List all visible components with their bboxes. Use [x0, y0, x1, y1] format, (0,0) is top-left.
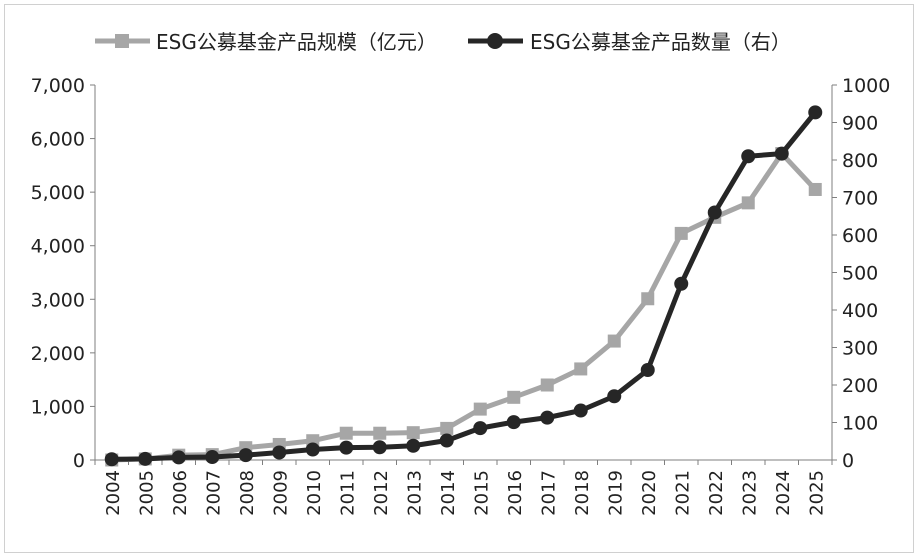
data-point-scale: [607, 334, 621, 348]
y-left-tick-label: 5,000: [31, 182, 85, 204]
data-point-count: [305, 442, 320, 457]
legend: ESG公募基金产品规模（亿元） ESG公募基金产品数量（右）: [95, 30, 791, 54]
x-tick-label: 2024: [773, 470, 794, 516]
data-point-count: [774, 146, 789, 161]
y-left-tick-label: 2,000: [31, 343, 85, 365]
y-right-tick-label: 700: [842, 188, 878, 210]
x-tick-label: 2015: [471, 470, 492, 516]
y-right-tick-label: 400: [842, 300, 878, 322]
y-right-tick-label: 1000: [842, 75, 890, 97]
data-point-count: [607, 389, 622, 404]
data-point-count: [640, 363, 655, 377]
x-tick-label: 2014: [438, 470, 459, 516]
data-point-scale: [373, 426, 387, 440]
data-point-count: [238, 448, 253, 463]
x-tick-label: 2020: [639, 470, 660, 516]
data-point-count: [372, 440, 387, 455]
x-tick-label: 2021: [672, 470, 693, 516]
legend-label-scale: ESG公募基金产品规模（亿元）: [156, 30, 437, 54]
y-left-tick-label: 4,000: [31, 236, 85, 258]
y-right-tick-label: 200: [842, 375, 878, 397]
y-left-tick-label: 7,000: [31, 75, 85, 97]
x-tick-label: 2006: [170, 470, 191, 516]
data-point-scale: [507, 390, 521, 404]
data-point-scale: [741, 196, 755, 210]
data-point-count: [741, 149, 756, 164]
x-tick-label: 2009: [270, 470, 291, 516]
y-right-tick-label: 100: [842, 413, 878, 435]
data-point-count: [104, 452, 119, 467]
y-left-tick-label: 3,000: [31, 289, 85, 311]
data-point-scale: [574, 362, 588, 376]
data-point-count: [339, 440, 354, 455]
y-left-tick-label: 0: [73, 450, 85, 472]
data-point-count: [573, 403, 588, 418]
x-tick-label: 2025: [806, 470, 827, 516]
x-tick-label: 2005: [136, 470, 157, 516]
data-point-count: [439, 433, 454, 448]
series-1: [104, 105, 823, 467]
legend-marker-count: [487, 33, 503, 49]
x-tick-label: 2022: [706, 470, 727, 516]
data-point-count: [205, 450, 220, 464]
legend-item-scale: ESG公募基金产品规模（亿元）: [95, 30, 437, 54]
data-point-scale: [406, 426, 420, 440]
data-point-count: [808, 105, 823, 120]
y-right-tick-label: 600: [842, 225, 878, 247]
data-point-scale: [641, 292, 655, 306]
series-line-0: [111, 151, 818, 463]
x-tick-label: 2010: [304, 470, 325, 516]
y-left-tick-label: 6,000: [31, 129, 85, 151]
y-right-tick-label: 0: [842, 450, 854, 472]
legend-marker-scale: [115, 34, 129, 48]
data-point-count: [473, 421, 488, 436]
data-point-count: [138, 451, 153, 466]
x-tick-label: 2008: [237, 470, 258, 516]
y-right-tick-label: 300: [842, 338, 878, 360]
data-point-count: [171, 450, 186, 465]
x-tick-label: 2018: [572, 470, 593, 516]
data-point-scale: [674, 226, 688, 240]
x-tick-label: 2012: [371, 470, 392, 516]
axes: 0 1,000 2,000 3,000 4,000 5,000 6,000 7,000 0 100…: [31, 75, 891, 516]
legend-item-count: ESG公募基金产品数量（右）: [468, 30, 791, 54]
x-tick-label: 2011: [337, 470, 358, 516]
data-point-count: [406, 438, 421, 453]
y-left-tick-label: 1,000: [31, 396, 85, 418]
x-tick-label: 2013: [404, 470, 425, 516]
x-tick-label: 2004: [103, 470, 124, 516]
series-layer: [104, 105, 823, 467]
x-tick-label: 2023: [739, 470, 760, 516]
data-point-count: [540, 410, 555, 425]
data-point-count: [674, 276, 689, 291]
data-point-scale: [440, 421, 454, 435]
x-tick-label: 2019: [605, 470, 626, 516]
data-point-scale: [808, 182, 822, 196]
chart-frame: [4, 4, 914, 553]
data-point-scale: [540, 378, 554, 392]
legend-label-count: ESG公募基金产品数量（右）: [530, 30, 791, 54]
data-point-scale: [473, 402, 487, 416]
data-point-scale: [339, 426, 353, 440]
y-right-tick-label: 900: [842, 113, 878, 135]
x-tick-label: 2017: [538, 470, 559, 516]
series-line-1: [111, 110, 818, 462]
x-tick-label: 2007: [203, 470, 224, 516]
y-right-tick-label: 500: [842, 263, 878, 285]
x-tick-label: 2016: [505, 470, 526, 516]
series-0: [105, 147, 822, 467]
data-point-count: [272, 445, 287, 460]
y-right-tick-label: 800: [842, 150, 878, 172]
data-point-count: [506, 415, 521, 430]
data-point-count: [707, 205, 722, 220]
